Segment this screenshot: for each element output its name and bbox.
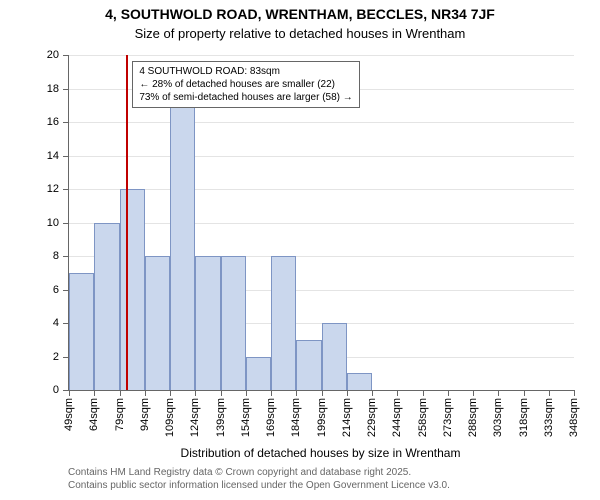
- x-tick-label: 154sqm: [240, 398, 252, 437]
- x-tick-label: 184sqm: [290, 398, 302, 437]
- histogram-bar: [221, 256, 246, 390]
- x-tick: [498, 390, 499, 396]
- x-tick: [574, 390, 575, 396]
- y-tick-label: 2: [53, 351, 69, 363]
- x-tick: [524, 390, 525, 396]
- histogram-bar: [322, 323, 347, 390]
- y-tick-label: 16: [47, 116, 69, 128]
- y-tick-label: 6: [53, 284, 69, 296]
- y-tick-label: 8: [53, 250, 69, 262]
- histogram-bar: [296, 340, 321, 390]
- chart-title-main: 4, SOUTHWOLD ROAD, WRENTHAM, BECCLES, NR…: [0, 6, 600, 22]
- annotation-line: 73% of semi-detached houses are larger (…: [139, 91, 352, 104]
- x-tick: [448, 390, 449, 396]
- x-tick-label: 318sqm: [518, 398, 530, 437]
- histogram-bar: [120, 189, 145, 390]
- y-tick-label: 0: [53, 384, 69, 396]
- plot-area: 0246810121416182049sqm64sqm79sqm94sqm109…: [68, 55, 574, 391]
- x-tick: [69, 390, 70, 396]
- x-tick: [94, 390, 95, 396]
- attribution-line-1: Contains HM Land Registry data © Crown c…: [68, 466, 450, 479]
- x-tick-label: 64sqm: [88, 398, 100, 431]
- x-tick: [170, 390, 171, 396]
- histogram-bar: [195, 256, 220, 390]
- x-tick-label: 169sqm: [265, 398, 277, 437]
- y-tick-label: 4: [53, 317, 69, 329]
- x-tick: [145, 390, 146, 396]
- x-tick-label: 333sqm: [543, 398, 555, 437]
- x-tick: [347, 390, 348, 396]
- x-tick: [120, 390, 121, 396]
- x-tick-label: 94sqm: [139, 398, 151, 431]
- gridline: [69, 55, 574, 56]
- x-tick-label: 229sqm: [366, 398, 378, 437]
- gridline: [69, 122, 574, 123]
- histogram-bar: [94, 223, 119, 391]
- x-tick-label: 214sqm: [341, 398, 353, 437]
- x-tick-label: 79sqm: [114, 398, 126, 431]
- x-axis-label: Distribution of detached houses by size …: [68, 446, 573, 460]
- x-tick: [246, 390, 247, 396]
- y-tick-label: 20: [47, 49, 69, 61]
- x-tick-label: 258sqm: [417, 398, 429, 437]
- histogram-bar: [246, 357, 271, 391]
- attribution-text: Contains HM Land Registry data © Crown c…: [68, 466, 450, 492]
- histogram-bar: [271, 256, 296, 390]
- x-tick: [423, 390, 424, 396]
- gridline: [69, 223, 574, 224]
- histogram-bar: [69, 273, 94, 390]
- annotation-line: 4 SOUTHWOLD ROAD: 83sqm: [139, 65, 352, 78]
- x-tick: [372, 390, 373, 396]
- attribution-line-2: Contains public sector information licen…: [68, 479, 450, 492]
- chart-container: 4, SOUTHWOLD ROAD, WRENTHAM, BECCLES, NR…: [0, 0, 600, 500]
- y-tick-label: 10: [47, 217, 69, 229]
- x-tick: [473, 390, 474, 396]
- x-tick-label: 139sqm: [215, 398, 227, 437]
- gridline: [69, 189, 574, 190]
- x-tick-label: 49sqm: [63, 398, 75, 431]
- x-tick: [271, 390, 272, 396]
- x-tick: [195, 390, 196, 396]
- marker-reference-line: [126, 55, 128, 390]
- x-tick-label: 303sqm: [492, 398, 504, 437]
- histogram-bar: [347, 373, 372, 390]
- x-tick: [296, 390, 297, 396]
- x-tick-label: 288sqm: [467, 398, 479, 437]
- x-tick-label: 199sqm: [316, 398, 328, 437]
- y-tick-label: 14: [47, 150, 69, 162]
- y-tick-label: 12: [47, 183, 69, 195]
- x-tick: [397, 390, 398, 396]
- gridline: [69, 156, 574, 157]
- histogram-bar: [145, 256, 170, 390]
- x-tick-label: 273sqm: [442, 398, 454, 437]
- x-tick: [322, 390, 323, 396]
- x-tick-label: 124sqm: [189, 398, 201, 437]
- x-tick: [549, 390, 550, 396]
- x-tick-label: 348sqm: [568, 398, 580, 437]
- chart-title-sub: Size of property relative to detached ho…: [0, 26, 600, 41]
- y-tick-label: 18: [47, 83, 69, 95]
- x-tick-label: 244sqm: [391, 398, 403, 437]
- x-tick-label: 109sqm: [164, 398, 176, 437]
- x-tick: [221, 390, 222, 396]
- annotation-box: 4 SOUTHWOLD ROAD: 83sqm← 28% of detached…: [132, 61, 359, 108]
- annotation-line: ← 28% of detached houses are smaller (22…: [139, 78, 352, 91]
- histogram-bar: [170, 105, 195, 390]
